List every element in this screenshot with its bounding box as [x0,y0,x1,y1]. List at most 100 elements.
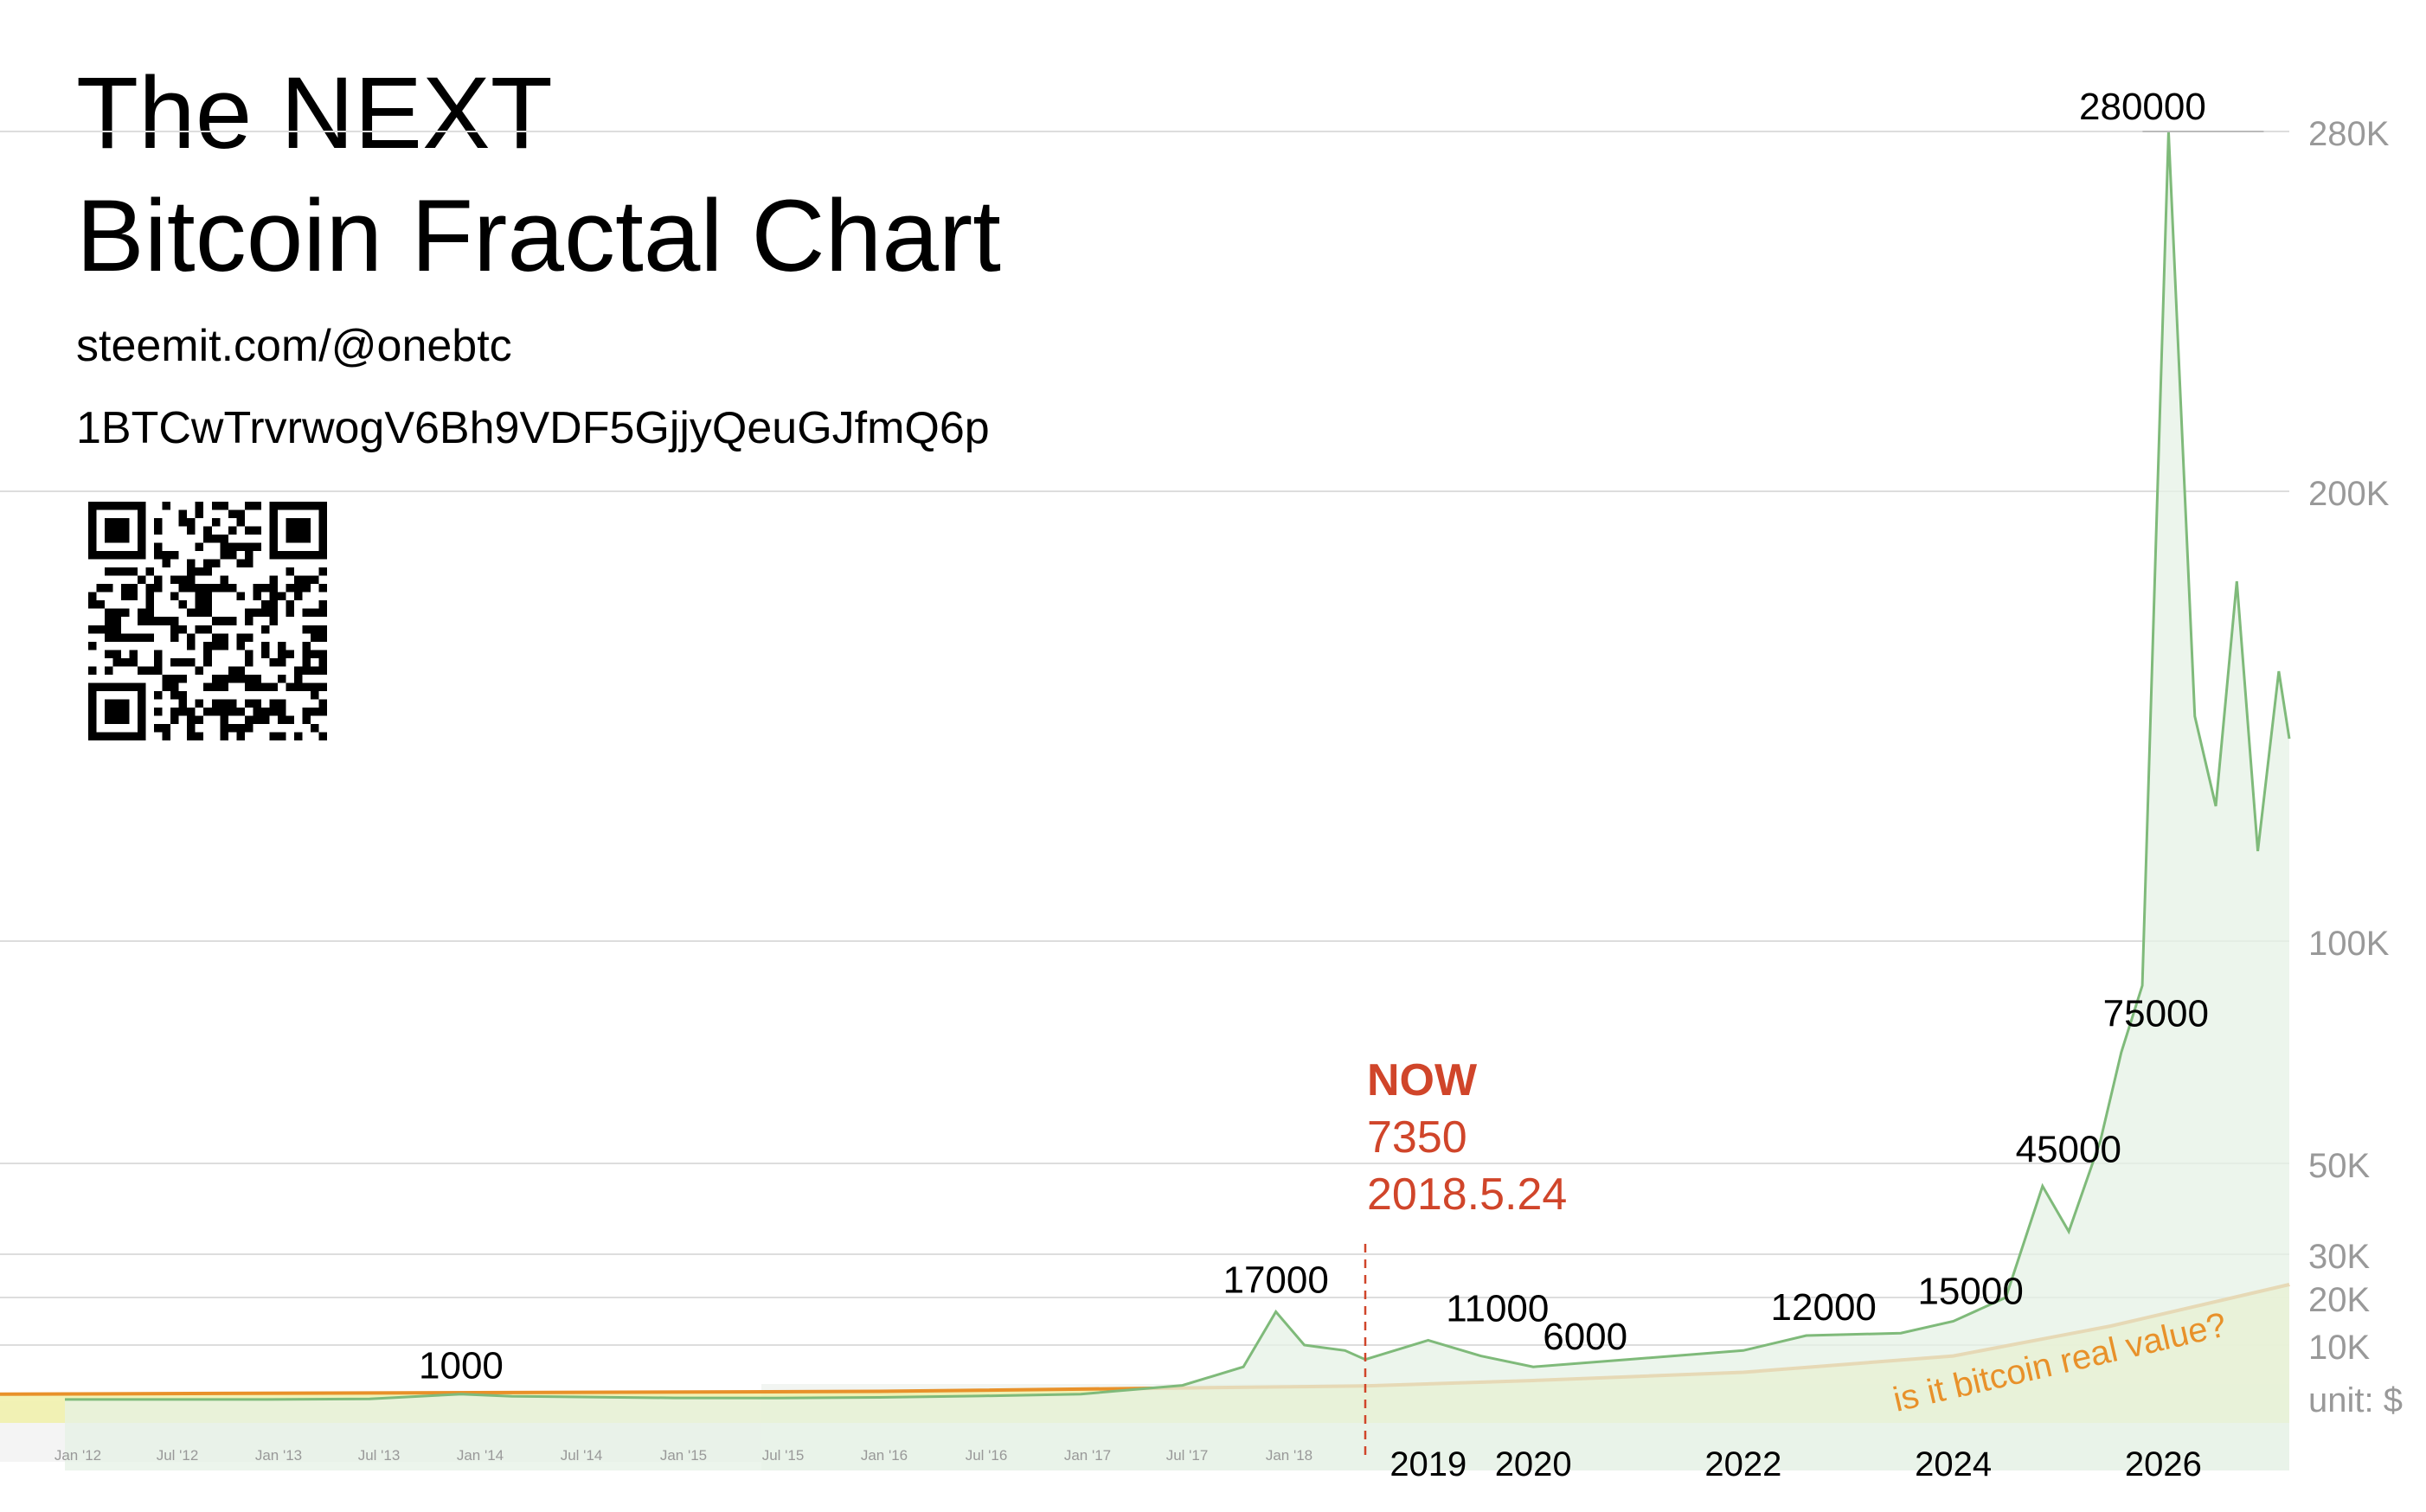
x-tick-small: Jan '17 [1064,1447,1111,1464]
qr-module [253,584,261,593]
qr-module [178,674,188,683]
qr-module [162,559,171,568]
qr-module [244,502,254,510]
qr-module [228,723,237,733]
qr-module [145,617,155,625]
x-tick-small: Jan '14 [457,1447,504,1464]
qr-module [178,657,188,667]
qr-module [203,641,212,650]
qr-module [302,657,311,667]
qr-module [228,542,237,552]
qr-module [277,732,286,740]
qr-module [170,682,179,691]
qr-module [244,559,254,568]
qr-module [318,732,327,740]
qr-module [195,600,204,609]
site-link[interactable]: steemit.com/@onebtc [76,321,512,371]
qr-module [269,657,278,667]
qr-module [105,625,113,634]
qr-module [88,641,97,650]
qr-module [318,682,327,691]
qr-module [260,584,270,593]
qr-module [112,650,122,658]
qr-module [178,625,188,634]
qr-module [170,633,179,642]
data-label: 15000 [1917,1271,2023,1313]
qr-module [302,715,311,724]
qr-module [187,584,196,593]
qr-module [203,707,212,716]
qr-module [187,518,196,527]
qr-module [187,575,196,585]
qr-module [269,608,278,618]
qr-module [260,625,270,634]
qr-module [236,674,245,683]
qr-module [105,567,113,576]
qr-module [253,592,261,601]
qr-module [253,542,261,552]
qr-module [203,592,212,601]
qr-module [310,690,319,700]
qr-module [170,575,179,585]
qr-module [318,584,327,593]
qr-module [195,509,204,519]
qr-module [88,625,97,634]
qr-module [318,633,327,642]
qr-module [244,617,254,625]
qr-module [145,633,155,642]
qr-module [203,559,212,568]
qr-module [220,542,228,552]
qr-module [260,682,270,691]
qr-module [203,682,212,691]
qr-module [121,592,130,601]
qr-module [154,666,163,675]
qr-module [228,551,237,560]
qr-module [318,650,327,658]
qr-module [178,707,188,716]
qr-module [220,633,228,642]
qr-module [195,542,204,552]
title-line-2: Bitcoin Fractal Chart [76,179,1001,293]
qr-module [170,657,179,667]
qr-module [121,567,130,576]
qr-module [286,600,294,609]
qr-module [293,666,303,675]
qr-module [302,650,311,658]
x-tick-year: 2019 [1389,1445,1467,1483]
data-label: 280000 [2079,86,2206,128]
qr-module [211,502,221,510]
qr-module [162,682,171,691]
qr-module [105,633,113,642]
qr-module [269,732,278,740]
qr-module [211,559,221,568]
qr-module [162,617,171,625]
qr-module [145,600,155,609]
qr-module [129,657,138,667]
qr-module [236,518,245,527]
qr-module [154,542,163,552]
qr-module [310,723,319,733]
qr-module [187,567,196,576]
qr-module [228,699,237,708]
qr-module [228,666,237,675]
qr-module [228,526,237,535]
qr-module [129,633,138,642]
qr-module [269,592,278,601]
qr-module [203,584,212,593]
qr-module [195,584,204,593]
qr-module [170,715,179,724]
qr-module [220,575,228,585]
qr-module [236,732,245,740]
qr-module [154,518,163,527]
qr-module [277,699,286,708]
x-tick-small: Jan '13 [255,1447,302,1464]
qr-module [195,732,204,740]
qr-module [105,650,113,658]
qr-module [244,542,254,552]
qr-module [112,567,122,576]
qr-module [195,592,204,601]
qr-module [236,641,245,650]
data-label: 11000 [1446,1288,1549,1330]
y-tick-label: 50K [2308,1147,2370,1185]
qr-module [318,600,327,609]
